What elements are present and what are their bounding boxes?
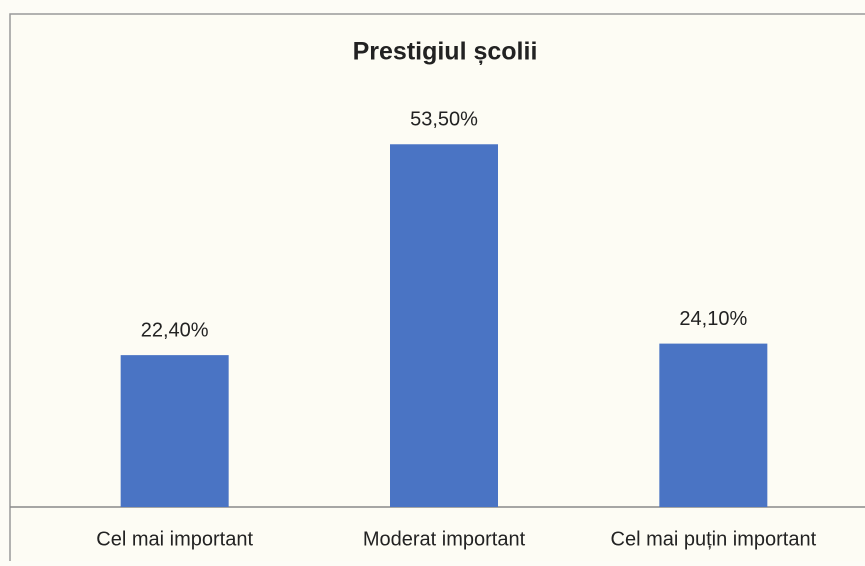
- value-label: 53,50%: [410, 109, 478, 131]
- x-tick-label: Moderat important: [363, 528, 526, 550]
- bar: [120, 355, 229, 507]
- chart-title: Prestigiul școlii: [353, 38, 538, 66]
- bar: [659, 343, 768, 507]
- bar: [390, 144, 498, 507]
- value-label: 22,40%: [141, 319, 209, 341]
- x-tick-label: Cel mai important: [96, 528, 253, 550]
- x-tick-label: Cel mai puțin important: [611, 528, 817, 550]
- value-label: 24,10%: [679, 308, 747, 330]
